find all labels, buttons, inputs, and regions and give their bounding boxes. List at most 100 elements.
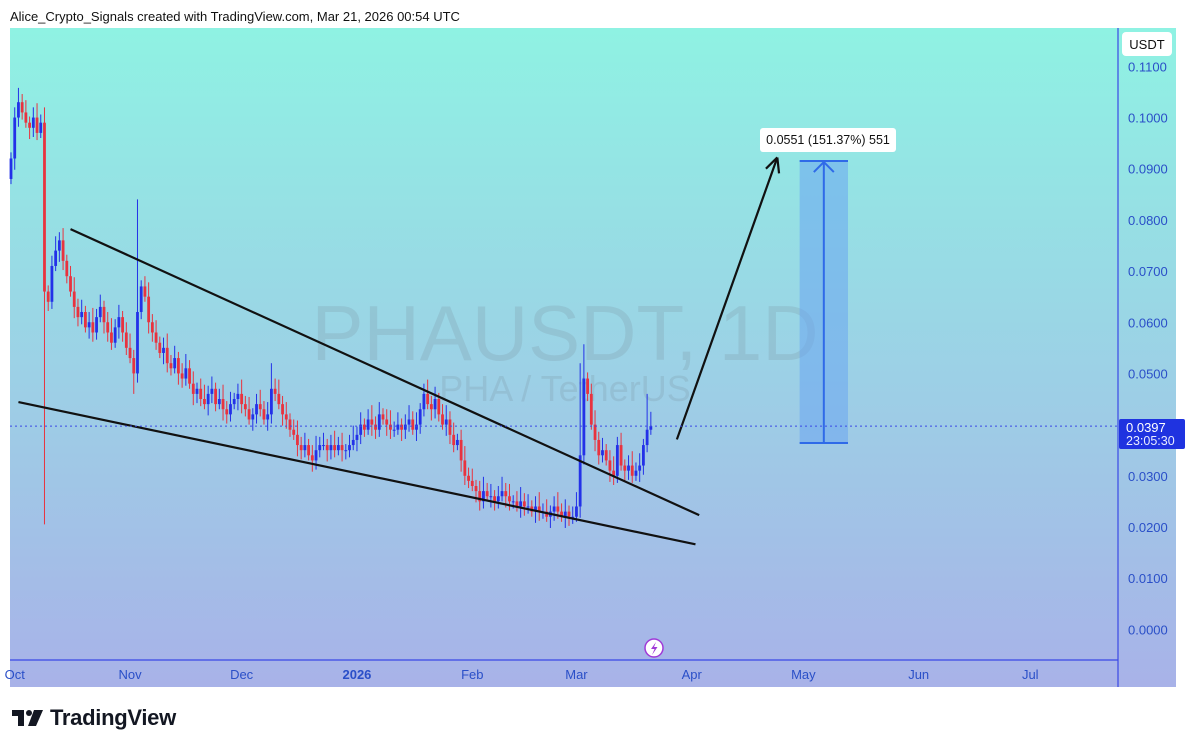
candle xyxy=(552,496,556,521)
chart-background xyxy=(10,28,1176,687)
candle-body xyxy=(374,424,377,430)
candle xyxy=(604,444,608,466)
candle xyxy=(452,422,456,453)
candle-body xyxy=(329,445,333,451)
candle-body xyxy=(288,419,292,430)
candle xyxy=(76,298,80,327)
price-tick-label: 0.0300 xyxy=(1128,469,1168,484)
candle xyxy=(619,432,623,471)
candle-body xyxy=(407,419,411,425)
candle xyxy=(307,438,310,461)
candle-body xyxy=(270,388,273,415)
candle xyxy=(158,336,162,359)
candle-body xyxy=(638,465,642,471)
target-arrow xyxy=(675,157,779,440)
candle xyxy=(489,483,493,508)
candle xyxy=(72,277,76,319)
candle-body xyxy=(642,445,645,466)
candle xyxy=(61,228,65,271)
candle-body xyxy=(50,265,54,302)
candle xyxy=(236,383,240,411)
candle-body xyxy=(511,501,515,503)
candle-body xyxy=(217,399,221,405)
candle xyxy=(273,378,277,402)
candle-body xyxy=(318,445,322,451)
candle xyxy=(478,480,482,511)
candle xyxy=(582,344,586,465)
candle xyxy=(281,395,284,426)
candle xyxy=(493,490,496,511)
candle-body xyxy=(627,465,630,471)
candle-body xyxy=(236,393,240,400)
arrow-head xyxy=(765,156,779,170)
price-tick-label: 0.0900 xyxy=(1128,162,1168,177)
candle xyxy=(217,388,221,410)
candle xyxy=(266,402,270,431)
candle xyxy=(98,294,102,323)
candle xyxy=(336,436,340,456)
candle xyxy=(243,395,247,417)
time-tick-label: Feb xyxy=(461,667,483,682)
candle xyxy=(270,363,273,424)
time-tick-label: Jul xyxy=(1022,667,1039,682)
candle xyxy=(288,413,292,437)
candles xyxy=(9,87,653,528)
candle xyxy=(150,314,154,342)
tradingview-logo-icon xyxy=(12,710,43,726)
candle xyxy=(426,379,430,410)
candle xyxy=(28,116,31,140)
candle-body xyxy=(630,465,634,476)
time-tick-label: Apr xyxy=(682,667,703,682)
candle xyxy=(441,404,444,430)
drawings: 0.0551 (151.37%) 551 xyxy=(18,128,896,546)
candle xyxy=(537,492,541,521)
candle-body xyxy=(366,419,370,430)
price-tick-label: 0.0600 xyxy=(1128,315,1168,330)
symbol-watermark: PHAUSDT, 1D xyxy=(311,289,818,377)
candle-body xyxy=(243,404,247,410)
candle xyxy=(448,411,452,445)
last-price-value: 0.0397 xyxy=(1126,420,1166,435)
candle-body xyxy=(24,112,28,123)
candle xyxy=(117,304,121,339)
candle-body xyxy=(634,470,638,476)
candle-body xyxy=(612,470,616,476)
candle xyxy=(284,402,288,429)
candle-body xyxy=(225,409,229,415)
candle-body xyxy=(615,445,619,476)
candle-body xyxy=(199,388,203,400)
candle-body xyxy=(381,414,385,420)
candle xyxy=(649,411,653,435)
candle-body xyxy=(437,399,441,415)
candle xyxy=(9,152,13,185)
candle-body xyxy=(191,383,195,394)
candle xyxy=(403,414,407,439)
candle xyxy=(162,337,165,365)
tradingview-logo[interactable]: TradingView xyxy=(12,705,176,731)
candle-body xyxy=(124,332,128,348)
price-chart[interactable]: PHAUSDT, 1D PHA / TetherUS 0.0551 (151.3… xyxy=(0,0,1200,700)
candle-body xyxy=(80,312,84,318)
candle-body xyxy=(98,306,102,318)
candle xyxy=(601,437,604,463)
candle xyxy=(39,114,43,139)
candle-body xyxy=(121,317,124,333)
candle-body xyxy=(188,368,191,384)
candle-body xyxy=(296,434,299,446)
candle-body xyxy=(415,424,418,430)
candle-body xyxy=(392,429,396,431)
candle-body xyxy=(180,373,184,379)
candle xyxy=(467,467,470,489)
bar-countdown: 23:05:30 xyxy=(1126,434,1175,448)
time-tick-label: May xyxy=(791,667,816,682)
candle-body xyxy=(508,496,511,502)
candle xyxy=(247,396,251,425)
candle-body xyxy=(355,434,359,440)
candle-body xyxy=(154,332,158,343)
candle xyxy=(180,363,184,388)
lightning-icon[interactable] xyxy=(644,638,664,658)
candle-body xyxy=(206,393,210,405)
candle xyxy=(433,386,437,419)
currency-badge[interactable]: USDT xyxy=(1122,32,1172,56)
candle xyxy=(470,468,474,492)
